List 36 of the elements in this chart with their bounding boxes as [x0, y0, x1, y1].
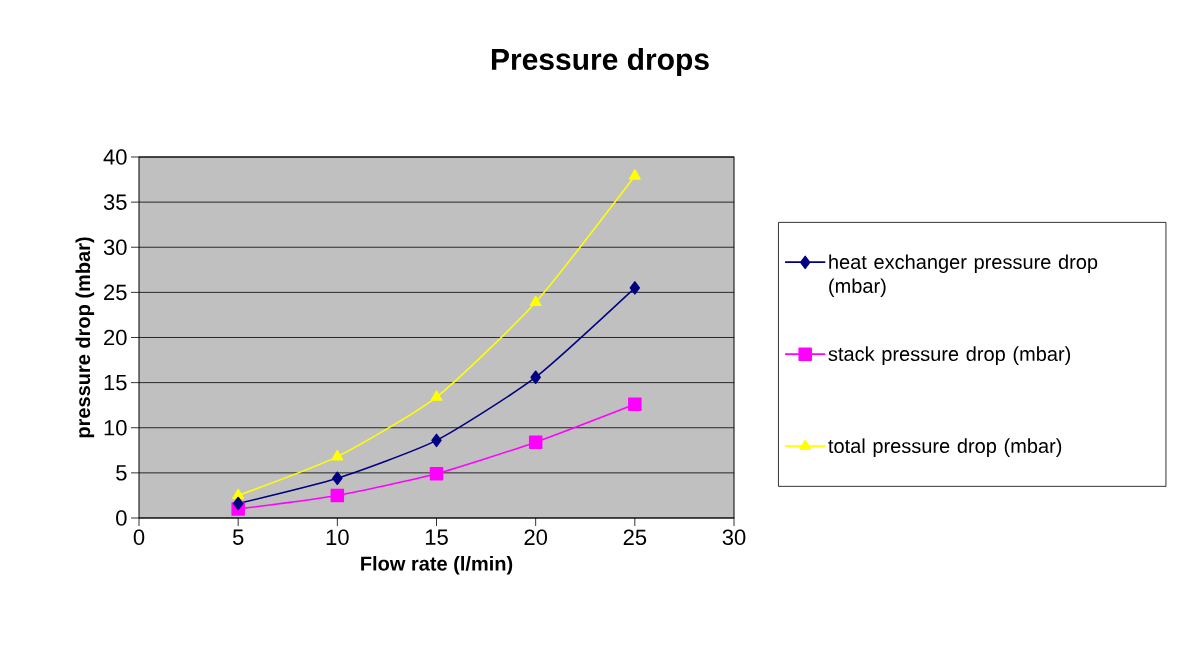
x-tick-label: 0 [133, 529, 145, 546]
x-tick-label: 30 [722, 529, 746, 546]
chart-title: Pressure drops [491, 48, 709, 76]
point [331, 449, 344, 461]
legend-label: stack pressure drop (mbar) [828, 346, 1071, 366]
point [628, 169, 641, 180]
y-tick-label: 40 [103, 149, 127, 165]
point [429, 467, 444, 481]
point [530, 370, 541, 384]
y-tick-label: 25 [104, 284, 127, 301]
y-axis-title: pressure drop (mbar) [75, 237, 95, 438]
x-tick-label: 10 [326, 529, 349, 546]
x-tick-label: 5 [232, 529, 244, 545]
point [629, 281, 641, 295]
point [628, 397, 642, 412]
y-tick-label: 15 [104, 374, 127, 391]
point [332, 471, 343, 486]
x-tick-label: 15 [425, 529, 448, 545]
point [232, 496, 244, 511]
x-axis-title: Flow rate (l/min) [361, 555, 513, 575]
legend-label: heat exchanger pressure drop (mbar) [829, 254, 1098, 298]
point [528, 435, 543, 449]
y-tick-label: 0 [116, 510, 127, 526]
y-tick-label: 35 [103, 194, 127, 210]
point [232, 488, 245, 500]
y-tick-label: 5 [116, 465, 127, 481]
y-tick-label: 20 [104, 329, 127, 346]
legend-label: total pressure drop (mbar) [828, 438, 1062, 458]
x-tick-label: 25 [623, 529, 647, 546]
y-tick-label: 30 [103, 239, 127, 256]
point [430, 390, 443, 401]
y-tick-label: 10 [104, 419, 127, 436]
point [330, 488, 345, 503]
x-tick-label: 20 [524, 529, 548, 546]
point [431, 433, 442, 448]
point [529, 295, 542, 307]
